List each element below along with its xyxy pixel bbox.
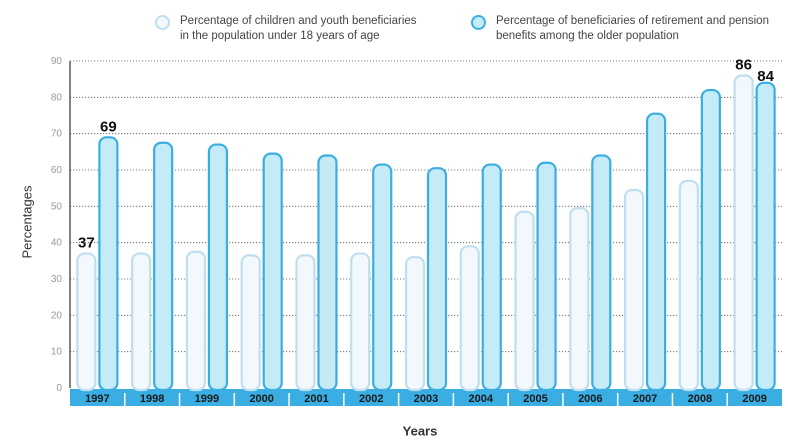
bar-series-0 [459, 245, 480, 392]
y-tick-label: 30 [51, 274, 63, 285]
bar-series-0 [350, 252, 371, 392]
data-label: 84 [757, 68, 774, 85]
x-tick-label: 1998 [140, 393, 164, 405]
bar-series-1 [536, 161, 557, 392]
bar-series-0 [185, 250, 207, 392]
x-tick-label: 2001 [304, 393, 328, 405]
legend-label-pension: Percentage of beneficiaries of retiremen… [496, 15, 769, 42]
data-label: 86 [735, 57, 752, 74]
legend-swatch-children [155, 15, 170, 30]
x-tick-label: 2007 [633, 393, 657, 405]
y-tick-label: 70 [51, 129, 63, 140]
x-tick-label: 1999 [195, 393, 219, 405]
x-tick-label: 2009 [742, 393, 766, 405]
x-tick-label: 2006 [578, 393, 602, 405]
x-tick-label: 2000 [249, 393, 273, 405]
y-tick-label: 0 [56, 383, 62, 394]
bar-series-0 [569, 207, 590, 392]
x-axis-label: Years [402, 423, 438, 439]
x-axis-band [70, 389, 782, 406]
bar-series-0 [76, 252, 97, 392]
x-tick-label: 2008 [688, 393, 712, 405]
x-tick-label: 2004 [469, 393, 494, 405]
x-tick-label: 2002 [359, 393, 383, 405]
y-tick-label: 20 [51, 310, 63, 321]
y-axis-label: Percentages [19, 185, 35, 259]
y-tick-label: 50 [51, 201, 63, 212]
bar-series-0 [733, 74, 754, 392]
bar-series-1 [591, 154, 612, 392]
bar-series-1 [755, 81, 776, 392]
data-label: 69 [100, 118, 117, 135]
bar-series-1 [153, 141, 174, 392]
legend-label-children: Percentage of children and youth benefic… [180, 15, 417, 42]
bar-series-0 [623, 188, 645, 392]
bar-series-1 [262, 152, 283, 392]
y-tick-label: 90 [51, 56, 63, 67]
bar-series-0 [295, 254, 316, 392]
legend-item-children: Percentage of children and youth benefic… [155, 14, 455, 44]
y-tick-label: 10 [51, 347, 63, 358]
bar-series-1 [207, 143, 229, 392]
data-label: 37 [78, 235, 95, 252]
bar-series-1 [700, 88, 721, 392]
x-tick-label: 2003 [414, 393, 438, 405]
y-tick-label: 60 [51, 165, 63, 176]
bar-series-1 [317, 154, 338, 392]
bar-series-0 [514, 210, 535, 392]
y-tick-label: 40 [51, 238, 63, 249]
bar-series-0 [131, 252, 152, 392]
x-tick-label: 2005 [523, 393, 547, 405]
y-tick-label: 80 [51, 92, 63, 103]
bar-series-0 [404, 256, 426, 392]
bar-series-1 [98, 136, 119, 392]
bar-series-1 [481, 163, 502, 392]
legend-item-pension: Percentage of beneficiaries of retiremen… [471, 14, 787, 44]
bar-series-1 [372, 163, 393, 392]
bar-series-1 [426, 167, 448, 392]
bar-series-0 [240, 254, 261, 392]
x-tick-label: 1997 [85, 393, 109, 405]
bar-series-0 [678, 179, 699, 392]
bar-series-1 [645, 112, 667, 392]
legend-swatch-pension [471, 15, 486, 30]
